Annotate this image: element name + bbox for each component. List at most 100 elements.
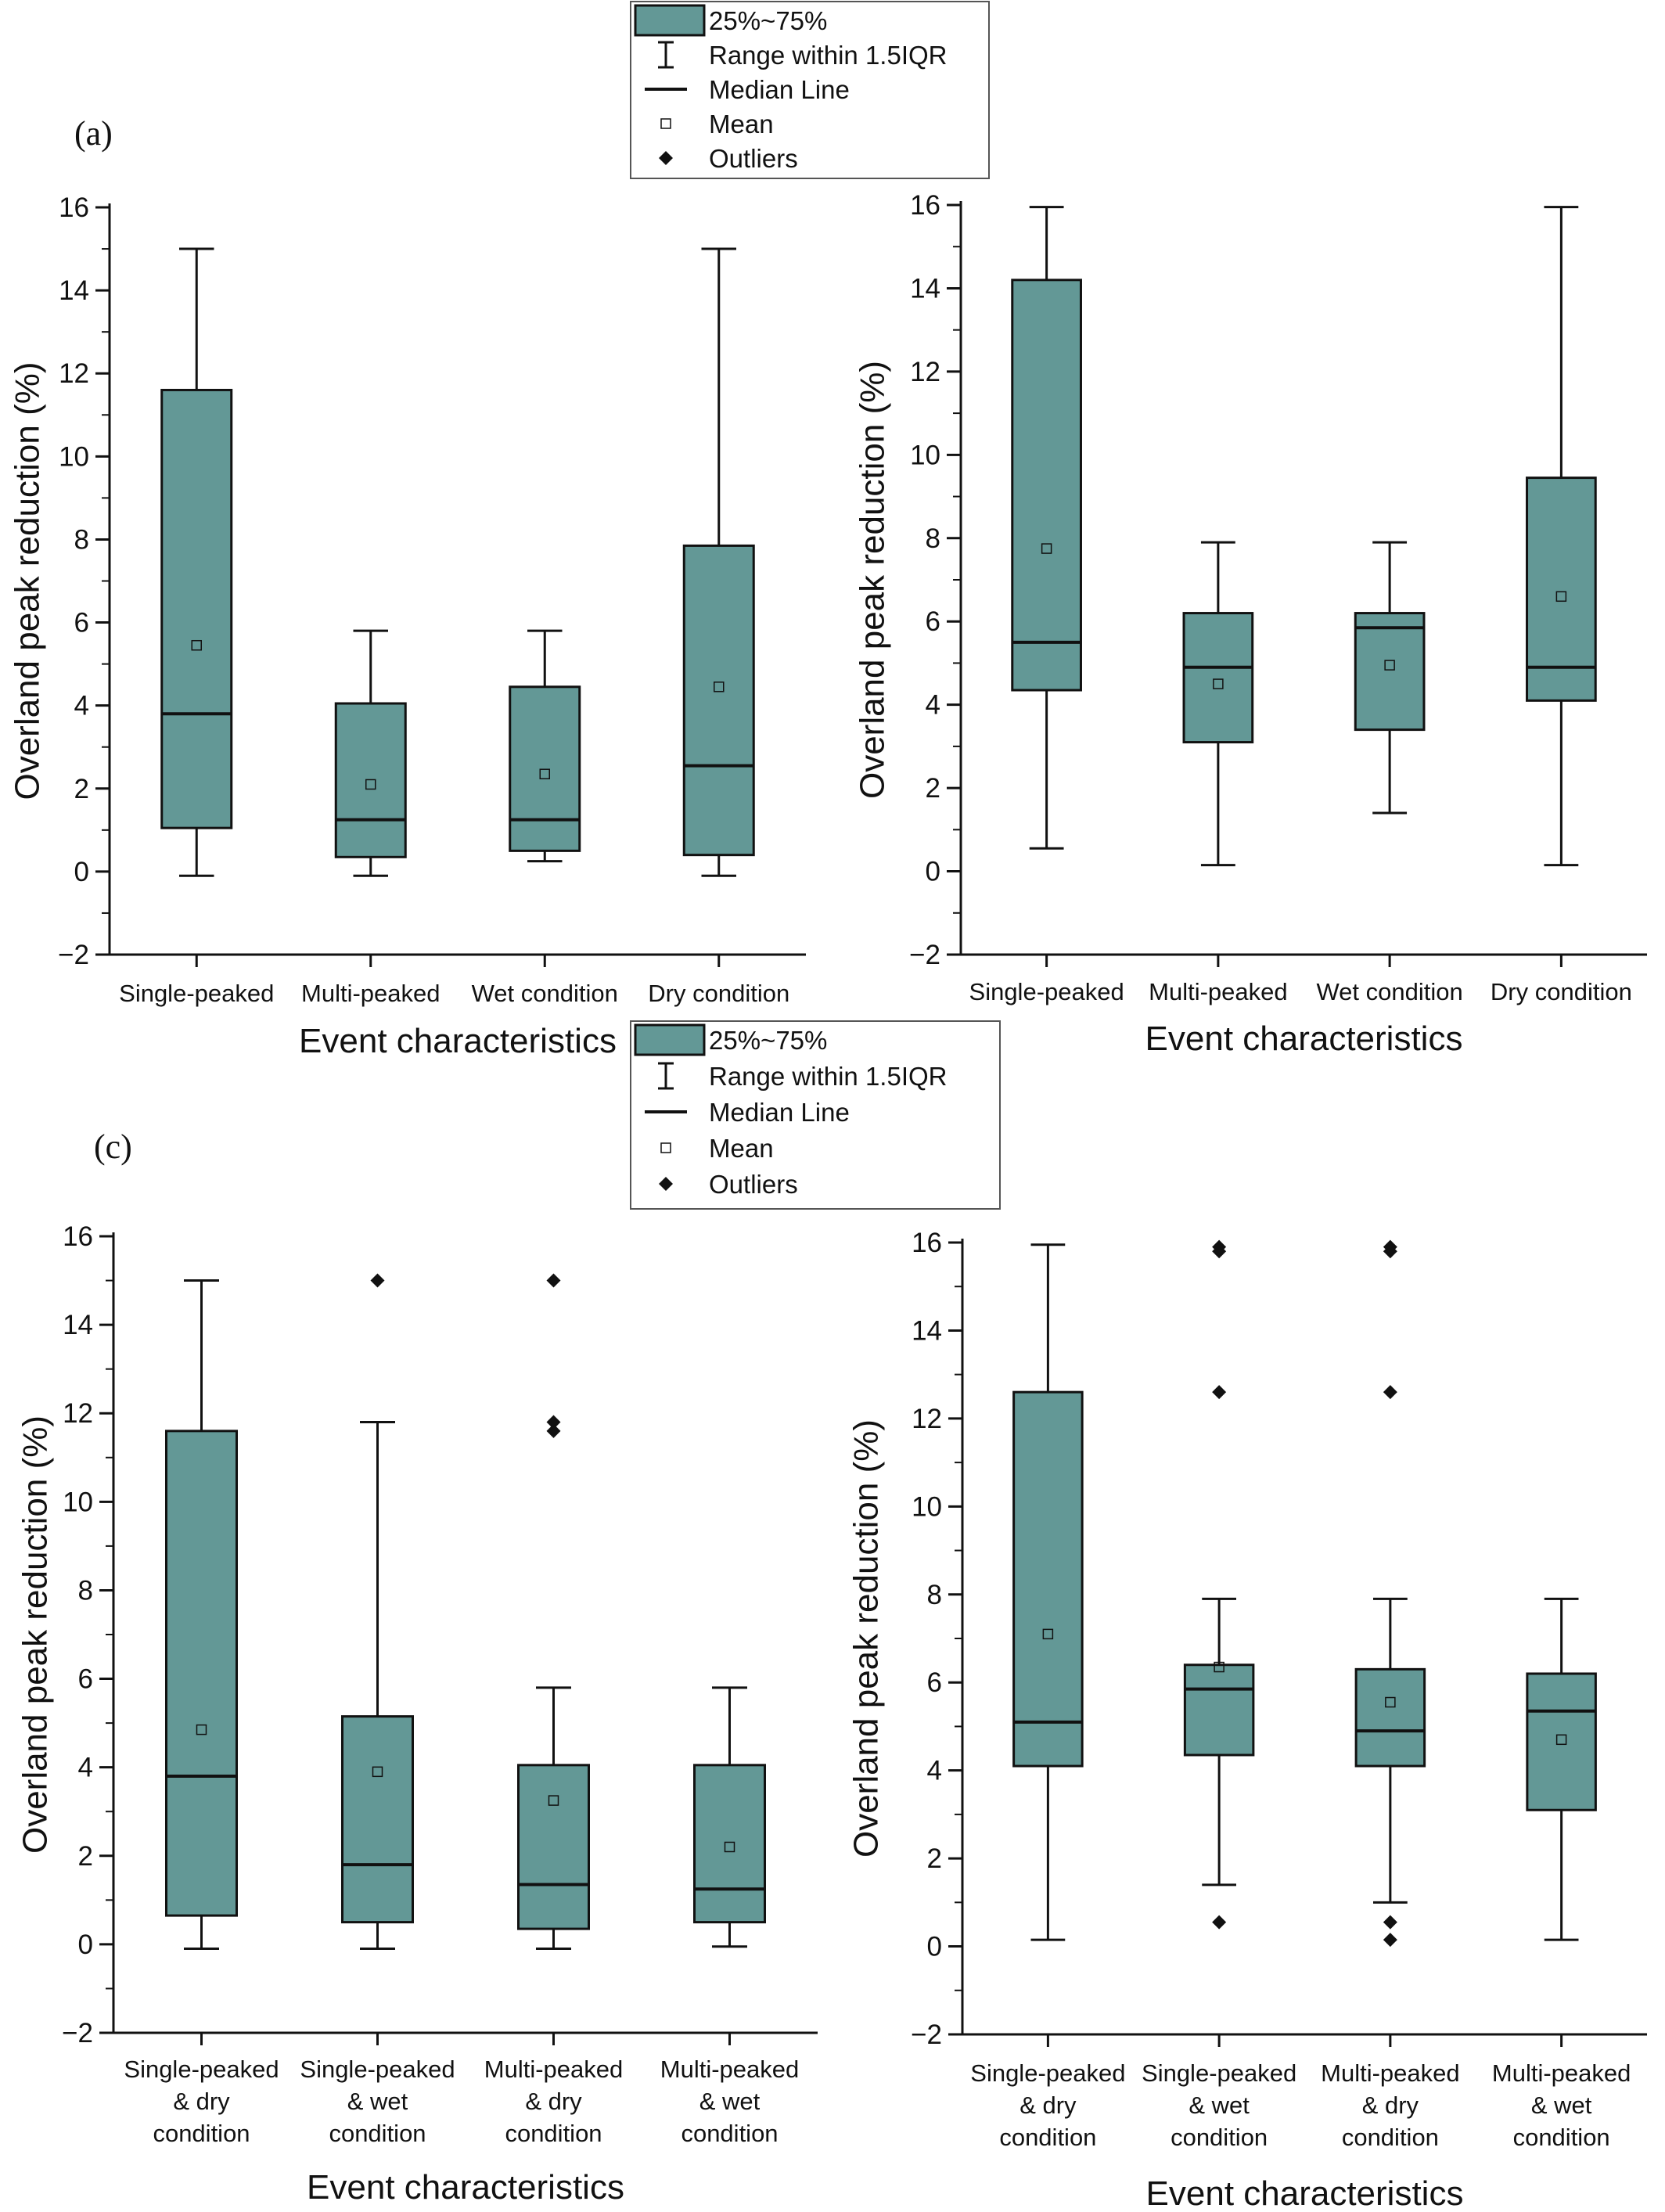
iqr-box [693, 1764, 766, 1924]
y-tick-label: 16 [912, 1228, 942, 1258]
y-tick-label: 14 [912, 1315, 942, 1346]
iqr-box [1354, 1667, 1426, 1768]
x-tick-label: & wet [1189, 2092, 1250, 2119]
box-group [509, 629, 581, 863]
iqr-box [517, 1764, 590, 1930]
box-group [1526, 206, 1597, 867]
iqr-box [1354, 612, 1426, 732]
x-tick-label: condition [505, 2120, 602, 2147]
x-tick-label: Single-peaked [970, 2059, 1125, 2087]
legend-mean-symbol [660, 118, 671, 129]
x-tick-label: & wet [347, 2088, 408, 2115]
legend-box-label: 25%~75% [709, 1026, 827, 1055]
y-tick-label: 2 [78, 1841, 93, 1872]
legend-mean-symbol [660, 1142, 671, 1153]
y-tick-label: 6 [927, 1667, 942, 1698]
outlier-point [546, 1423, 561, 1438]
x-tick-label: Multi-peaked [1492, 2059, 1631, 2087]
legend-median-label: Median Line [709, 75, 850, 104]
outlier-point [1383, 1385, 1397, 1400]
legend-median-label: Median Line [709, 1098, 850, 1127]
y-tick-label: 0 [926, 857, 940, 887]
y-tick-label: 10 [910, 440, 940, 470]
x-tick-label: condition [999, 2124, 1096, 2151]
mean-marker [1042, 1628, 1054, 1640]
x-tick-label: Dry condition [648, 980, 789, 1007]
chart-panel-a: (a) −2 0 2 4 6 8 10 12 14 16 Overland peak reductio… [9, 114, 806, 1060]
x-tick-label: & dry [173, 2088, 230, 2115]
x-tick-label: Single-peaked [1142, 2059, 1296, 2087]
x-tick-label: & dry [525, 2088, 582, 2115]
mean-marker [1385, 1696, 1396, 1708]
mean-marker [714, 682, 725, 692]
y-tick-label: −2 [58, 940, 89, 970]
y-tick-label: 2 [74, 774, 89, 804]
x-tick-label: Multi-peaked [301, 980, 440, 1007]
y-tick-label: 6 [926, 606, 940, 637]
box-group [1183, 1239, 1255, 1930]
legend-mean-label: Mean [709, 110, 774, 138]
y-tick-label: −2 [62, 2018, 93, 2048]
y-tick-label: 8 [74, 524, 89, 555]
x-tick-label: Single-peaked [124, 2056, 279, 2083]
x-tick-label: Dry condition [1491, 978, 1632, 1005]
x-tick-label: Multi-peaked [660, 2056, 799, 2083]
y-tick-label: 6 [74, 608, 89, 638]
box-group [165, 1279, 238, 1951]
box-group [160, 247, 233, 877]
mean-marker [365, 779, 376, 790]
iqr-box [1011, 279, 1082, 692]
y-tick-label: 8 [926, 523, 940, 554]
y-tick-label: 16 [59, 192, 89, 223]
box-group [1526, 1597, 1597, 1941]
chart-panel-c: (c) −2 0 2 4 6 8 10 12 14 16 Overland peak reductio… [16, 1128, 818, 2207]
mean-marker [1213, 678, 1224, 689]
mean-marker [191, 639, 202, 651]
outlier-point [1212, 1239, 1227, 1254]
y-tick-label: 8 [927, 1580, 942, 1610]
outlier-point [1383, 1239, 1397, 1254]
legend-outlier-symbol [659, 151, 673, 165]
outlier-point [1212, 1915, 1227, 1930]
legend-box-swatch [634, 1023, 706, 1056]
y-tick-label: 4 [927, 1756, 942, 1786]
outlier-point [1212, 1385, 1227, 1400]
x-tick-label: condition [1171, 2124, 1268, 2151]
box-group [682, 247, 755, 877]
y-tick-label: 4 [78, 1753, 93, 1783]
outlier-point [1383, 1915, 1397, 1930]
x-tick-label: condition [153, 2120, 250, 2147]
outlier-point [546, 1415, 561, 1430]
x-tick-label: & dry [1019, 2092, 1077, 2119]
mean-marker [196, 1724, 207, 1735]
mean-marker [1384, 660, 1395, 671]
panel-label: (c) [94, 1128, 132, 1166]
legend-outlier-symbol [659, 1177, 673, 1191]
legend-outliers-label: Outliers [709, 144, 798, 173]
x-tick-label: condition [329, 2120, 426, 2147]
y-tick-label: 6 [78, 1664, 93, 1695]
y-tick-label: 12 [912, 1404, 942, 1434]
iqr-box [341, 1715, 414, 1924]
y-tick-label: −2 [911, 2020, 942, 2050]
iqr-box [682, 544, 755, 857]
x-tick-label: & wet [699, 2088, 761, 2115]
outlier-point [370, 1273, 385, 1288]
y-tick-label: 12 [63, 1398, 93, 1429]
y-tick-label: 16 [910, 190, 940, 221]
legend-outliers-label: Outliers [709, 1170, 798, 1199]
y-tick-label: 14 [59, 275, 89, 306]
mean-marker [539, 768, 550, 779]
y-tick-label: 8 [78, 1575, 93, 1606]
mean-marker [372, 1766, 383, 1778]
box-group [517, 1273, 590, 1951]
y-tick-label: 0 [927, 1932, 942, 1962]
y-tick-label: 16 [63, 1221, 93, 1252]
y-tick-label: 12 [910, 357, 940, 387]
box-group [1011, 206, 1082, 850]
iqr-box [160, 388, 233, 829]
y-axis-title: Overland peak reduction (%) [854, 361, 892, 799]
x-tick-label: & wet [1531, 2092, 1592, 2119]
x-axis-title: Event characteristics [1146, 2174, 1464, 2212]
